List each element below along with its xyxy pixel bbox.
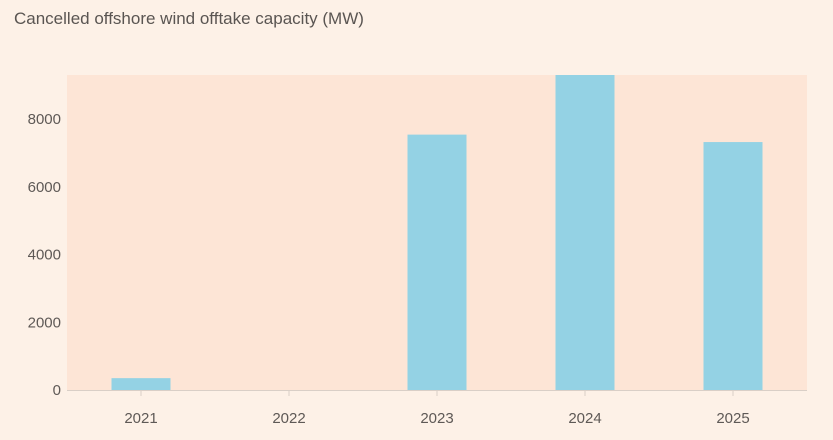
bar-2021: [111, 378, 171, 390]
x-axis: 2021 2022 2023 2024 2025: [124, 390, 750, 427]
y-tick-label: 4000: [28, 247, 61, 264]
y-axis: 0 2000 4000 6000 8000: [28, 111, 61, 399]
chart-title: Cancelled offshore wind offtake capacity…: [14, 9, 364, 28]
x-tick-label: 2023: [420, 410, 453, 427]
bar-2025: [703, 142, 763, 390]
x-tick-label: 2024: [568, 410, 601, 427]
y-tick-label: 0: [53, 382, 61, 399]
x-tick-label: 2021: [124, 410, 157, 427]
bar-2024: [555, 75, 615, 390]
x-tick-label: 2022: [272, 410, 305, 427]
bar-2023: [407, 134, 467, 390]
x-tick-label: 2025: [716, 410, 749, 427]
bar-series: [111, 75, 763, 390]
y-tick-label: 6000: [28, 179, 61, 196]
y-tick-label: 2000: [28, 314, 61, 331]
y-tick-label: 8000: [28, 111, 61, 128]
